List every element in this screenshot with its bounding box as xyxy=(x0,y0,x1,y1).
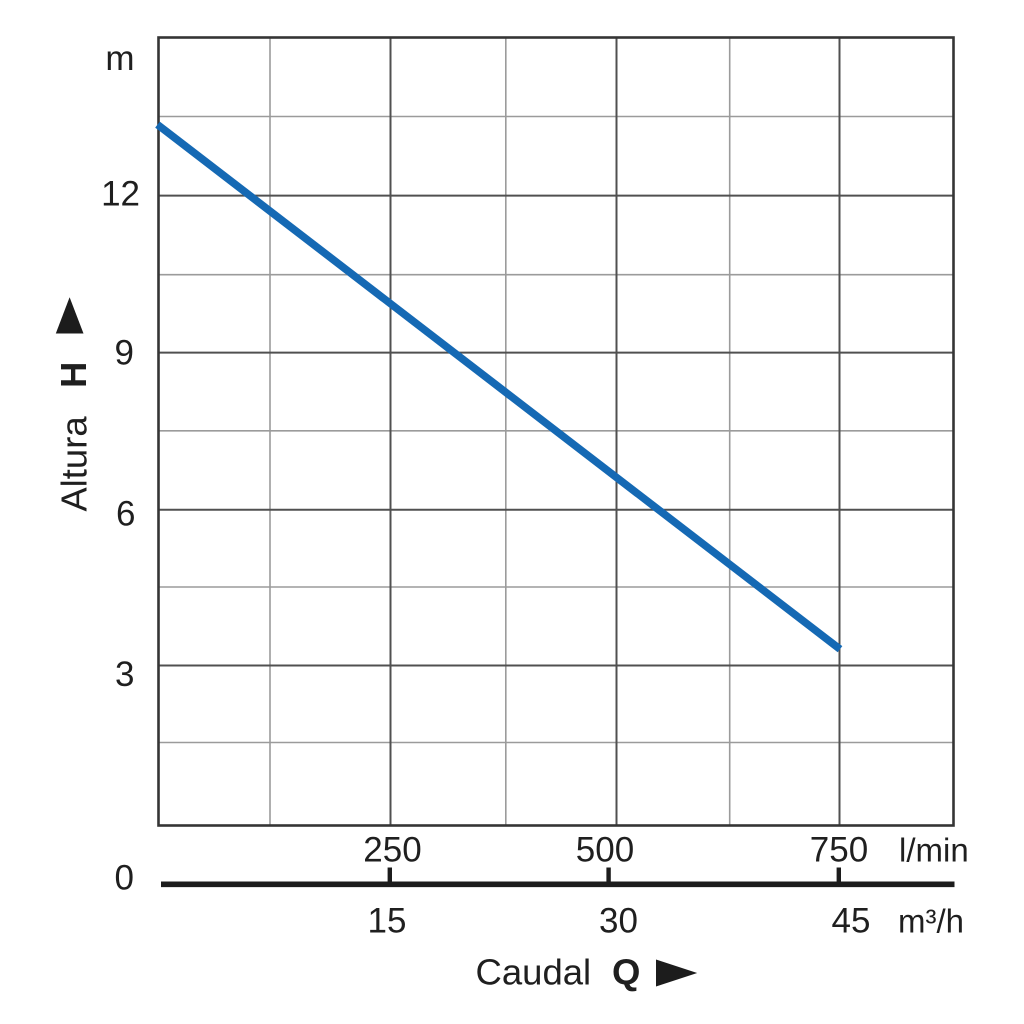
svg-text:500: 500 xyxy=(576,831,634,870)
svg-text:H: H xyxy=(53,362,94,388)
svg-text:45: 45 xyxy=(832,902,871,941)
svg-text:250: 250 xyxy=(363,831,421,870)
svg-text:Caudal: Caudal xyxy=(476,952,592,993)
svg-text:Altura: Altura xyxy=(54,416,95,512)
svg-text:Q: Q xyxy=(612,952,640,993)
svg-text:9: 9 xyxy=(115,334,134,373)
svg-text:3: 3 xyxy=(115,655,134,694)
svg-text:m: m xyxy=(105,39,134,78)
svg-text:l/min: l/min xyxy=(899,832,969,869)
svg-text:15: 15 xyxy=(368,902,407,941)
svg-text:30: 30 xyxy=(599,902,638,941)
svg-text:0: 0 xyxy=(115,859,134,898)
svg-text:m³/h: m³/h xyxy=(898,903,964,940)
svg-text:6: 6 xyxy=(116,495,135,534)
svg-text:750: 750 xyxy=(810,831,868,870)
svg-text:12: 12 xyxy=(101,175,140,214)
